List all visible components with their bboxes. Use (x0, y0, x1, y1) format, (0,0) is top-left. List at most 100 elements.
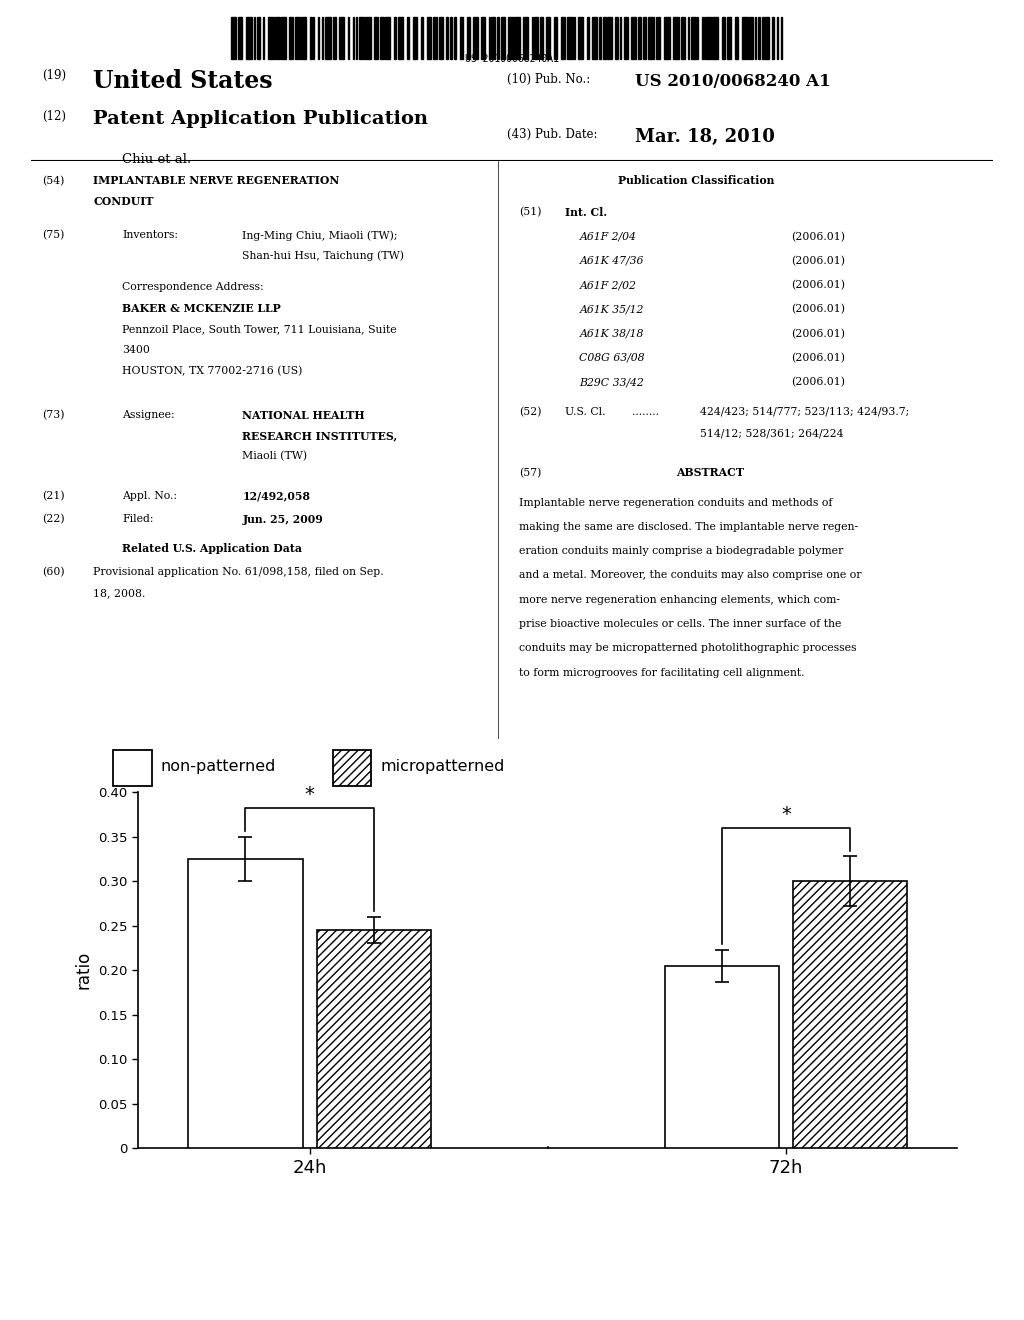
Text: Provisional application No. 61/098,158, filed on Sep.: Provisional application No. 61/098,158, … (93, 566, 384, 577)
Bar (239, 17, 243, 58)
Bar (573, 17, 575, 58)
Bar (333, 750, 371, 785)
Text: (2006.01): (2006.01) (792, 256, 845, 267)
Text: 12/492,058: 12/492,058 (243, 491, 310, 502)
Bar (578, 17, 584, 58)
Text: US 2010/0068240 A1: US 2010/0068240 A1 (635, 73, 830, 90)
Text: (57): (57) (519, 467, 541, 478)
Bar (648, 17, 653, 58)
Bar (713, 17, 718, 58)
Text: eration conduits mainly comprise a biodegradable polymer: eration conduits mainly comprise a biode… (519, 546, 843, 556)
Text: CONDUIT: CONDUIT (93, 195, 154, 207)
Bar (385, 17, 390, 58)
Bar (230, 17, 237, 58)
Text: (2006.01): (2006.01) (792, 352, 845, 363)
Text: (73): (73) (42, 409, 65, 420)
Bar (114, 750, 152, 785)
Bar (473, 17, 477, 58)
Bar (638, 17, 641, 58)
Bar (620, 17, 621, 58)
Text: U.S. Cl.: U.S. Cl. (565, 407, 605, 417)
Text: (19): (19) (42, 69, 67, 82)
Text: *: * (305, 785, 314, 804)
Bar (268, 17, 273, 58)
Bar (488, 17, 489, 58)
Text: Implantable nerve regeneration conduits and methods of: Implantable nerve regeneration conduits … (519, 498, 833, 507)
Bar (643, 17, 645, 58)
Bar (755, 17, 757, 58)
Bar (366, 17, 371, 58)
Text: (21): (21) (42, 491, 65, 500)
Text: more nerve regeneration enhancing elements, which com-: more nerve regeneration enhancing elemen… (519, 594, 840, 605)
Text: (54): (54) (42, 176, 65, 186)
Bar (665, 966, 779, 1148)
Bar (514, 17, 519, 58)
Bar (763, 17, 764, 58)
Bar (380, 17, 384, 58)
Text: non-patterned: non-patterned (161, 759, 276, 775)
Bar (759, 17, 761, 58)
Bar (535, 17, 539, 58)
Bar (706, 17, 711, 58)
Bar (742, 17, 748, 58)
Bar (290, 17, 293, 58)
Bar (439, 17, 443, 58)
Bar (607, 17, 612, 58)
Text: ABSTRACT: ABSTRACT (676, 467, 743, 478)
Bar (794, 882, 907, 1148)
Text: C08G 63/08: C08G 63/08 (580, 352, 645, 363)
Bar (427, 17, 431, 58)
Text: micropatterned: micropatterned (380, 759, 505, 775)
Bar (567, 17, 572, 58)
Bar (765, 17, 769, 58)
Text: Chiu et al.: Chiu et al. (122, 153, 191, 166)
Bar (691, 17, 695, 58)
Text: (60): (60) (42, 566, 65, 577)
Bar (301, 17, 306, 58)
Bar (247, 17, 252, 58)
Text: and a metal. Moreover, the conduits may also comprise one or: and a metal. Moreover, the conduits may … (519, 570, 861, 581)
Bar (722, 17, 725, 58)
Bar (274, 17, 281, 58)
Text: (22): (22) (42, 513, 65, 524)
Text: B29C 33/42: B29C 33/42 (580, 378, 644, 387)
Text: 514/12; 528/361; 264/224: 514/12; 528/361; 264/224 (699, 428, 843, 438)
Bar (498, 17, 500, 58)
Text: Patent Application Publication: Patent Application Publication (93, 110, 428, 128)
Bar (546, 17, 550, 58)
Bar (282, 17, 286, 58)
Bar (413, 17, 417, 58)
Bar (316, 931, 431, 1148)
Text: RESEARCH INSTITUTES,: RESEARCH INSTITUTES, (243, 430, 397, 441)
Bar (696, 17, 698, 58)
Text: BAKER & MCKENZIE LLP: BAKER & MCKENZIE LLP (122, 304, 281, 314)
Bar (587, 17, 589, 58)
Bar (188, 859, 302, 1148)
Text: (43) Pub. Date:: (43) Pub. Date: (507, 128, 598, 141)
Text: A61F 2/02: A61F 2/02 (580, 280, 636, 290)
Bar (688, 17, 689, 58)
Bar (681, 17, 685, 58)
Bar (701, 17, 703, 58)
Bar (674, 17, 679, 58)
Bar (735, 17, 738, 58)
Bar (339, 17, 344, 58)
Bar (727, 17, 731, 58)
Bar (777, 17, 778, 58)
Text: (52): (52) (519, 407, 542, 417)
Text: Jun. 25, 2009: Jun. 25, 2009 (243, 513, 324, 525)
Bar (749, 17, 753, 58)
Text: Ing-Ming Chiu, Miaoli (TW);: Ing-Ming Chiu, Miaoli (TW); (243, 231, 398, 242)
Bar (334, 17, 336, 58)
Bar (347, 17, 349, 58)
Bar (631, 17, 636, 58)
Bar (554, 17, 557, 58)
Bar (358, 17, 364, 58)
Text: (2006.01): (2006.01) (792, 280, 845, 290)
Text: 424/423; 514/777; 523/113; 424/93.7;: 424/423; 514/777; 523/113; 424/93.7; (699, 407, 909, 417)
Bar (353, 17, 354, 58)
Bar (356, 17, 357, 58)
Bar (326, 17, 331, 58)
Bar (772, 17, 774, 58)
Text: Related U.S. Application Data: Related U.S. Application Data (122, 543, 302, 553)
